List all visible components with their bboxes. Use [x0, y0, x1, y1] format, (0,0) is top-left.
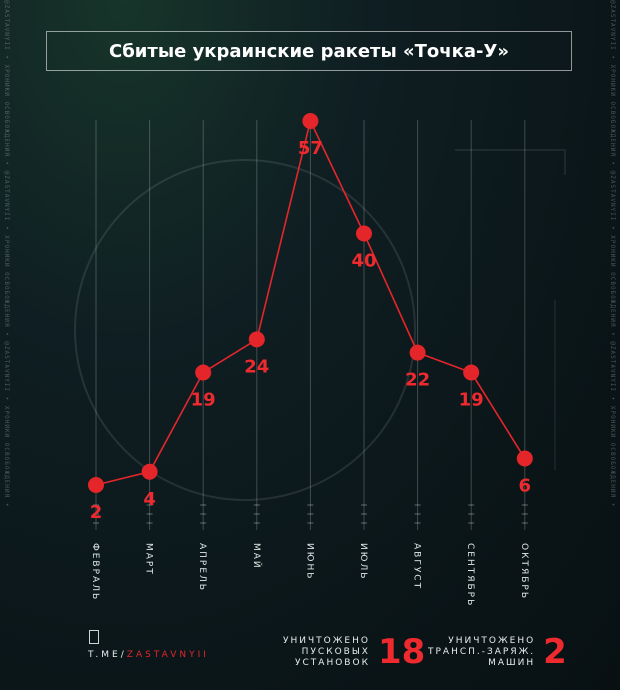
channel-link[interactable]: T.ME/ZASTAVNYII: [88, 650, 209, 660]
data-label: 19: [191, 389, 216, 410]
x-tick-label: МАЙ: [251, 543, 263, 570]
decor-circle: [74, 159, 416, 501]
channel-link-handle: ZASTAVNYII: [126, 650, 209, 660]
stat-label-line: УСТАНОВОК: [295, 657, 370, 668]
x-tick-label: ИЮЛЬ: [358, 543, 368, 580]
stat-label: УНИЧТОЖЕНО ТРАНСП.-ЗАРЯЖ. МАШИН: [428, 636, 535, 669]
data-point: [516, 450, 533, 467]
x-tick-label: ФЕВРАЛЬ: [90, 543, 100, 601]
stat-label-line: ПУСКОВЫХ: [301, 646, 370, 657]
data-label: 24: [244, 356, 269, 377]
x-tick-label: ИЮНЬ: [304, 543, 314, 580]
data-label: 22: [405, 370, 430, 391]
data-points: [88, 113, 533, 493]
data-point: [409, 344, 426, 361]
x-tick-label: АПРЕЛЬ: [197, 543, 207, 592]
data-point: [195, 364, 212, 381]
stat-label-line: УНИЧТОЖЕНО: [283, 635, 370, 646]
data-point: [141, 463, 158, 480]
channel-link-prefix: T.ME/: [88, 650, 127, 660]
data-label: 40: [351, 251, 376, 272]
stat-label-line: УНИЧТОЖЕНО: [448, 635, 536, 646]
stat-label-line: МАШИН: [488, 657, 536, 668]
x-tick-label: АВГУСТ: [412, 543, 422, 590]
stat-launchers: УНИЧТОЖЕНО ПУСКОВЫХ УСТАНОВОК 18: [283, 632, 425, 672]
data-point: [356, 225, 372, 242]
data-label: 6: [519, 476, 532, 497]
data-label: 19: [459, 389, 484, 410]
chart-title: Сбитые украинские ракеты «Точка-У»: [46, 31, 572, 71]
gridlines: [93, 120, 528, 530]
data-point: [88, 477, 104, 493]
decor-bracket: [455, 149, 566, 175]
channel-logo-icon: [89, 630, 99, 644]
x-tick-label: СЕНТЯБРЬ: [465, 543, 475, 607]
stat-value: 2: [543, 632, 567, 672]
x-tick-label: МАРТ: [144, 543, 154, 576]
background-decor: [74, 149, 566, 501]
stat-label-line: ТРАНСП.-ЗАРЯЖ.: [428, 646, 536, 657]
data-label: 57: [298, 138, 323, 159]
stat-loaders: УНИЧТОЖЕНО ТРАНСП.-ЗАРЯЖ. МАШИН 2: [428, 632, 567, 672]
data-point: [248, 331, 265, 348]
data-point: [302, 113, 319, 129]
x-axis-labels: ФЕВРАЛЬ МАРТ АПРЕЛЬ МАЙ ИЮНЬ ИЮЛЬ АВГУСТ СЕНТЯБ…: [90, 543, 529, 607]
stat-label: УНИЧТОЖЕНО ПУСКОВЫХ УСТАНОВОК: [283, 636, 370, 669]
data-point: [463, 364, 480, 381]
data-label: 2: [90, 502, 103, 523]
stat-value: 18: [377, 632, 426, 672]
x-tick-label: ОКТЯБРЬ: [519, 543, 529, 600]
data-label: 4: [143, 489, 156, 510]
